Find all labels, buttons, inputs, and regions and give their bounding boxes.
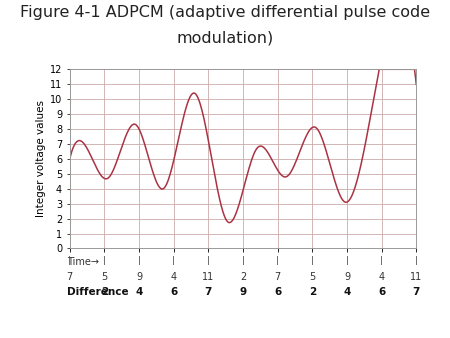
Text: |: |: [276, 256, 279, 265]
Text: 9: 9: [344, 272, 350, 282]
Text: 11: 11: [202, 272, 215, 282]
Text: 4: 4: [378, 272, 385, 282]
Text: |: |: [311, 256, 314, 265]
Text: 6: 6: [274, 287, 281, 297]
Text: 7: 7: [274, 272, 281, 282]
Text: 6: 6: [378, 287, 385, 297]
Text: |: |: [68, 256, 71, 265]
Text: 7: 7: [205, 287, 212, 297]
Text: 9: 9: [136, 272, 142, 282]
Text: 2: 2: [309, 287, 316, 297]
Text: |: |: [380, 256, 383, 265]
Text: 4: 4: [171, 272, 177, 282]
Text: Time→: Time→: [68, 257, 99, 267]
Text: |: |: [103, 256, 106, 265]
Text: |: |: [138, 256, 140, 265]
Text: Figure 4-1 ADPCM (adaptive differential pulse code: Figure 4-1 ADPCM (adaptive differential …: [20, 5, 430, 20]
Text: modulation): modulation): [176, 30, 274, 45]
Text: 4: 4: [135, 287, 143, 297]
Text: 6: 6: [170, 287, 177, 297]
Text: 11: 11: [410, 272, 423, 282]
Text: |: |: [242, 256, 244, 265]
Text: 4: 4: [343, 287, 351, 297]
Text: 2: 2: [240, 272, 246, 282]
Text: Difference: Difference: [68, 287, 129, 297]
Y-axis label: Integer voltage values: Integer voltage values: [36, 100, 45, 217]
Text: 2: 2: [101, 287, 108, 297]
Text: 7: 7: [413, 287, 420, 297]
Text: 7: 7: [67, 272, 73, 282]
Text: |: |: [172, 256, 175, 265]
Text: 9: 9: [239, 287, 247, 297]
Text: 5: 5: [101, 272, 108, 282]
Text: |: |: [207, 256, 210, 265]
Text: 5: 5: [309, 272, 315, 282]
Text: |: |: [415, 256, 418, 265]
Text: |: |: [346, 256, 348, 265]
